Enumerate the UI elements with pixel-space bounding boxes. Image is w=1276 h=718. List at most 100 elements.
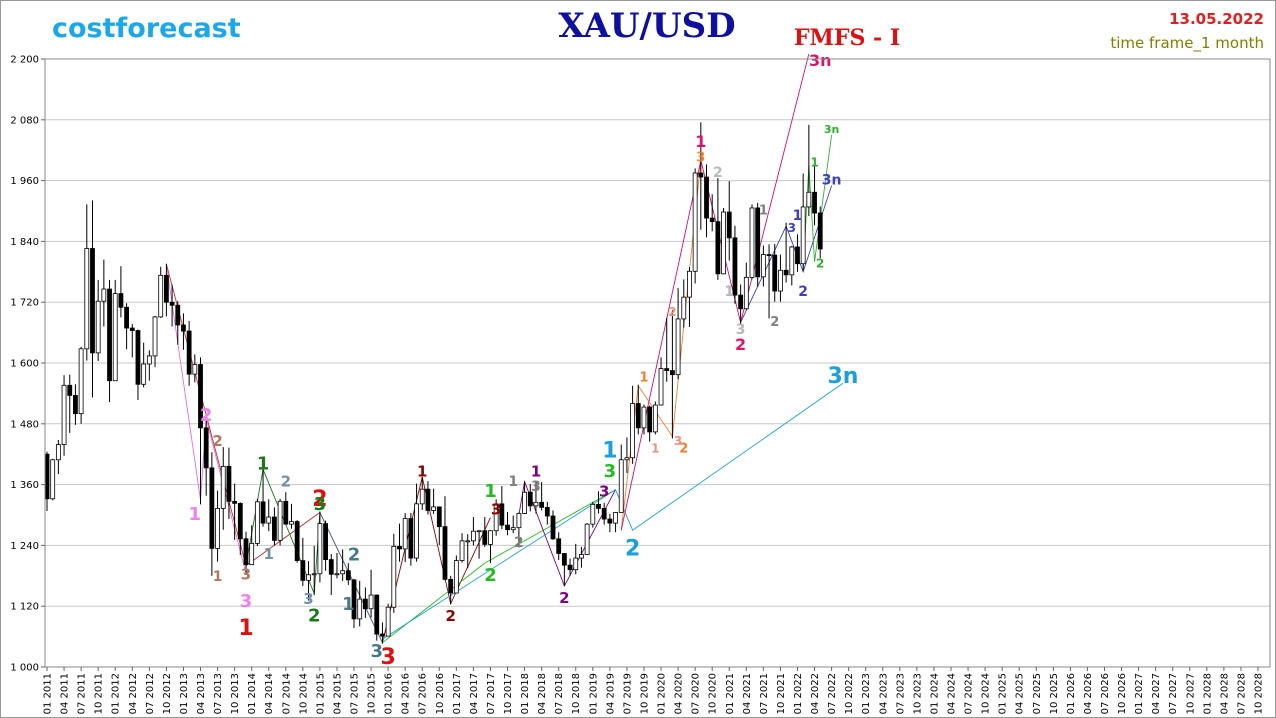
candle-body <box>795 246 800 265</box>
x-tick-label: 07 2015 <box>350 673 361 714</box>
candle-body <box>368 594 374 610</box>
x-tick-label: 01 2013 <box>179 673 190 714</box>
wave-label: 2 <box>281 473 291 491</box>
candle-body <box>118 293 124 308</box>
candle-body <box>596 503 601 509</box>
candle-body <box>141 363 147 385</box>
x-tick-label: 10 2026 <box>1117 673 1128 714</box>
candle-body <box>431 506 437 511</box>
candle-body <box>783 269 789 276</box>
candle-body <box>220 465 226 509</box>
wave-label: 2 <box>514 535 524 551</box>
x-tick-label: 07 2021 <box>759 673 770 714</box>
candle-body <box>129 327 135 331</box>
candle-body <box>402 518 408 550</box>
x-tick-label: 07 2022 <box>827 673 838 714</box>
x-tick-label: 07 2012 <box>145 673 156 714</box>
candle-body <box>73 395 78 415</box>
x-tick-label: 01 2021 <box>725 673 736 714</box>
x-tick-label: 01 2018 <box>520 673 531 714</box>
candle-body <box>380 633 385 637</box>
wave-label: 2 <box>770 315 779 330</box>
x-tick-label: 07 2023 <box>895 673 906 714</box>
x-tick-label: 10 2024 <box>981 673 992 714</box>
wave-label: 3 <box>736 322 746 338</box>
candle-body <box>362 598 368 610</box>
candle-body <box>55 444 61 461</box>
wave-label: 3n <box>827 364 858 389</box>
candle-body <box>812 191 817 214</box>
candle-body <box>237 502 243 540</box>
candle-body <box>135 330 141 385</box>
candle-body <box>505 524 510 531</box>
candle-body <box>579 554 584 559</box>
x-tick-label: 04 2022 <box>810 673 821 714</box>
y-tick-label: 1 240 <box>10 541 39 552</box>
x-tick-label: 10 2016 <box>435 673 446 714</box>
x-tick-label: 04 2028 <box>1219 673 1230 714</box>
wave-label: 2 <box>735 335 746 354</box>
candle-body <box>408 518 414 559</box>
wave-label: 1 <box>639 371 648 386</box>
candle-body <box>306 574 311 581</box>
x-tick-label: 10 2012 <box>162 673 173 714</box>
y-tick-label: 1 000 <box>10 663 39 674</box>
candle-body <box>397 546 402 550</box>
wave-label: 1 <box>484 481 497 502</box>
x-tick-label: 04 2015 <box>332 673 343 714</box>
wave-label: 3 <box>604 461 617 482</box>
candle-body <box>743 276 749 310</box>
x-tick-label: 04 2014 <box>264 673 275 714</box>
wave-line <box>802 134 833 272</box>
chart-subtitle: FMFS - I <box>794 25 900 51</box>
candle-body <box>294 521 300 562</box>
candle-body <box>283 500 289 525</box>
candle-body <box>459 540 465 562</box>
candle-body <box>732 237 738 296</box>
candle-body <box>692 172 698 272</box>
candle-body <box>561 553 567 566</box>
candle-body <box>61 384 67 445</box>
wave-label: 1 <box>213 569 223 585</box>
x-tick-label: 07 2018 <box>554 673 565 714</box>
x-tick-label: 10 2027 <box>1185 673 1196 714</box>
candle-body <box>186 330 192 375</box>
candle-body <box>618 459 624 513</box>
x-tick-label: 07 2014 <box>281 673 292 714</box>
candle-body <box>78 348 84 415</box>
wave-label: 1 <box>651 442 659 456</box>
candle-body <box>340 570 346 575</box>
candle-body <box>726 211 732 239</box>
candle-body <box>112 293 118 382</box>
x-tick-label: 01 2022 <box>793 673 804 714</box>
x-tick-label: 01 2016 <box>384 673 395 714</box>
x-tick-label: 10 2022 <box>844 673 855 714</box>
x-tick-label: 04 2019 <box>605 673 616 714</box>
wave-label: 2 <box>200 405 213 426</box>
candle-body <box>755 207 761 278</box>
x-tick-label: 04 2020 <box>674 673 685 714</box>
x-tick-label: 01 2027 <box>1134 673 1145 714</box>
candle-body <box>493 503 499 532</box>
wave-label: 3 <box>531 479 541 495</box>
x-tick-label: 07 2026 <box>1100 673 1111 714</box>
x-tick-label: 10 2018 <box>571 673 582 714</box>
wave-label: 3n <box>822 173 842 189</box>
candle-body <box>630 403 636 459</box>
wave-label: 3n <box>824 123 840 136</box>
candle-body <box>556 538 562 554</box>
wave-label: 2 <box>559 589 569 607</box>
wave-label: 1 <box>417 462 427 480</box>
wave-label: 3 <box>674 434 682 448</box>
candle-body <box>158 274 164 318</box>
wave-label: 2 <box>798 284 808 300</box>
candle-body <box>163 274 169 303</box>
candle-body <box>414 503 419 559</box>
wave-label: 1 <box>257 453 270 474</box>
candle-body <box>272 516 277 541</box>
y-tick-label: 1 840 <box>10 237 39 248</box>
x-tick-label: 07 2027 <box>1168 673 1179 714</box>
wave-label: 1 <box>342 594 355 615</box>
candle-body <box>641 406 647 429</box>
x-tick-label: 04 2017 <box>469 673 480 714</box>
